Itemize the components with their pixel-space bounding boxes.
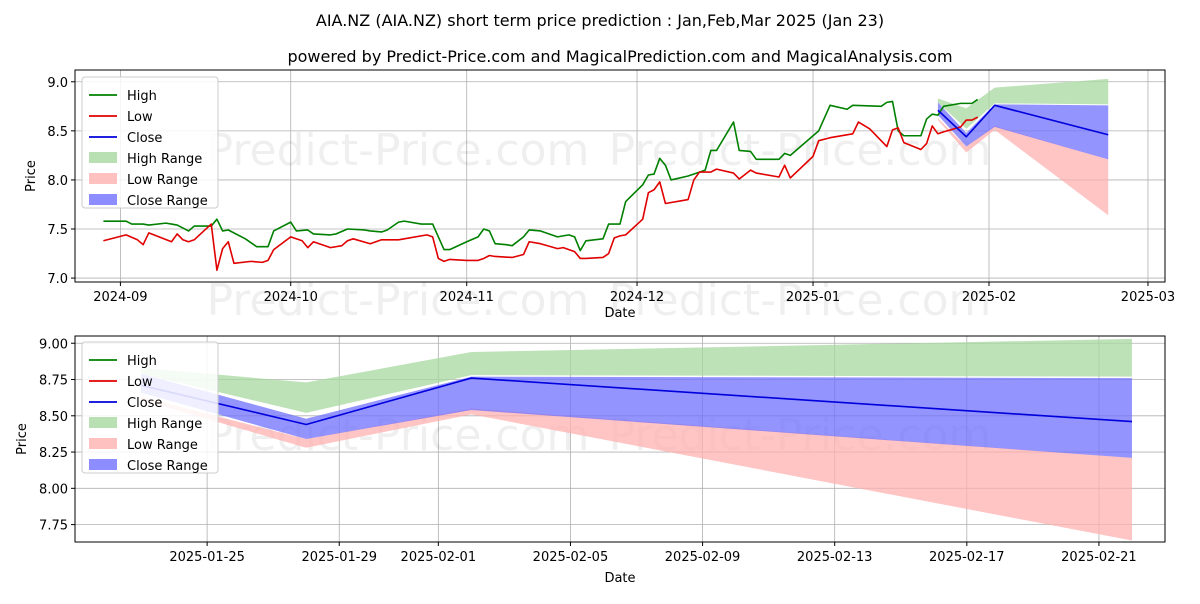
top-x-tick-label: 2024-10 bbox=[264, 290, 318, 305]
legend-label: Close bbox=[127, 131, 162, 146]
bottom-y-tick-label: 8.25 bbox=[39, 446, 68, 461]
legend-label: Close Range bbox=[127, 459, 208, 474]
legend-swatch-patch bbox=[89, 438, 117, 449]
bottom-x-tick-label: 2025-02-05 bbox=[533, 550, 609, 565]
top-watermark: Predict-Price.com bbox=[609, 275, 992, 326]
top-series-lines bbox=[103, 98, 1109, 272]
low-range-band bbox=[141, 396, 1132, 541]
close-prediction-line bbox=[937, 104, 1109, 138]
bottom-tick-labels: 2025-01-25 2025-01-29 2025-02-01 2025-02-05… bbox=[39, 337, 1137, 565]
top-legend: High Low Close High Range Low Range Close Ran… bbox=[81, 76, 219, 209]
legend-swatch-patch bbox=[89, 194, 117, 205]
top-x-tick-label: 2025-02 bbox=[962, 290, 1016, 305]
top-x-tick-label: 2025-01 bbox=[786, 290, 840, 305]
top-watermark: Predict-Price.com bbox=[207, 125, 590, 176]
legend-label: High Range bbox=[127, 152, 202, 167]
high-range-band bbox=[141, 338, 1132, 413]
top-plot-frame bbox=[74, 69, 1166, 283]
bottom-plot-frame bbox=[74, 335, 1166, 543]
top-range-fills bbox=[937, 78, 1109, 216]
top-x-tick-label: 2024-12 bbox=[610, 290, 664, 305]
top-x-axis-label: Date bbox=[604, 306, 635, 321]
legend-label: High bbox=[127, 89, 157, 104]
top-watermark: Predict-Price.com bbox=[609, 125, 992, 176]
top-x-tick-label: 2025-03 bbox=[1121, 290, 1175, 305]
top-watermark: Predict-Price.com bbox=[207, 275, 590, 326]
low-range-band bbox=[937, 118, 1109, 216]
bottom-panel: Predict-Price.com Predict-Price.com 2025… bbox=[15, 335, 1166, 586]
legend-label: Low bbox=[127, 110, 153, 125]
bottom-x-tick-label: 2025-01-29 bbox=[301, 550, 377, 565]
legend-label: Close Range bbox=[127, 194, 208, 209]
bottom-y-tick-label: 9.00 bbox=[39, 337, 68, 352]
bottom-range-fills bbox=[141, 338, 1132, 541]
legend-swatch-patch bbox=[89, 152, 117, 163]
bottom-legend: High Low Close High Range Low Range Close Ran… bbox=[81, 341, 219, 474]
legend-swatch-patch bbox=[89, 459, 117, 470]
bottom-x-axis-label: Date bbox=[604, 571, 635, 586]
bottom-y-tick-label: 8.50 bbox=[39, 410, 68, 425]
legend-swatch-patch bbox=[89, 417, 117, 428]
legend-label: High Range bbox=[127, 417, 202, 432]
top-y-tick-label: 7.5 bbox=[47, 223, 68, 238]
top-x-tick-label: 2024-11 bbox=[440, 290, 494, 305]
legend-label: Close bbox=[127, 396, 162, 411]
top-y-axis-label: Price bbox=[24, 160, 39, 192]
bottom-y-tick-label: 7.75 bbox=[39, 519, 68, 534]
bottom-y-tick-label: 8.75 bbox=[39, 374, 68, 389]
legend-label: High bbox=[127, 354, 157, 369]
top-tick-labels: 2024-09 2024-10 2024-11 2024-12 2025-01 2025-… bbox=[47, 76, 1175, 305]
low-price-line bbox=[103, 116, 979, 272]
chart-title: AIA.NZ (AIA.NZ) short term price predict… bbox=[316, 11, 884, 30]
bottom-x-tick-label: 2025-02-17 bbox=[929, 550, 1005, 565]
bottom-series-lines bbox=[140, 377, 1133, 426]
close-range-band bbox=[937, 102, 1109, 160]
top-x-tick-label: 2024-09 bbox=[93, 290, 147, 305]
top-y-tick-label: 8.5 bbox=[47, 125, 68, 140]
bottom-x-tick-label: 2025-02-09 bbox=[665, 550, 741, 565]
bottom-y-axis-label: Price bbox=[15, 423, 30, 455]
high-price-line bbox=[103, 98, 979, 252]
bottom-x-tick-label: 2025-02-21 bbox=[1061, 550, 1137, 565]
legend-swatch-patch bbox=[89, 173, 117, 184]
legend-label: Low Range bbox=[127, 173, 198, 188]
high-range-band bbox=[937, 78, 1109, 129]
bottom-x-tick-label: 2025-02-01 bbox=[401, 550, 477, 565]
top-panel: Predict-Price.com Predict-Price.com Pred… bbox=[24, 69, 1175, 326]
bottom-y-tick-label: 8.00 bbox=[39, 482, 68, 497]
top-y-tick-label: 7.0 bbox=[47, 272, 68, 287]
chart-subtitle: powered by Predict-Price.com and Magical… bbox=[287, 47, 952, 66]
close-range-band bbox=[141, 373, 1132, 458]
top-y-tick-label: 8.0 bbox=[47, 174, 68, 189]
bottom-x-tick-label: 2025-02-13 bbox=[797, 550, 873, 565]
close-prediction-line bbox=[140, 377, 1133, 426]
top-y-tick-label: 9.0 bbox=[47, 76, 68, 91]
bottom-x-tick-label: 2025-01-25 bbox=[169, 550, 245, 565]
legend-label: Low Range bbox=[127, 438, 198, 453]
legend-label: Low bbox=[127, 375, 153, 390]
